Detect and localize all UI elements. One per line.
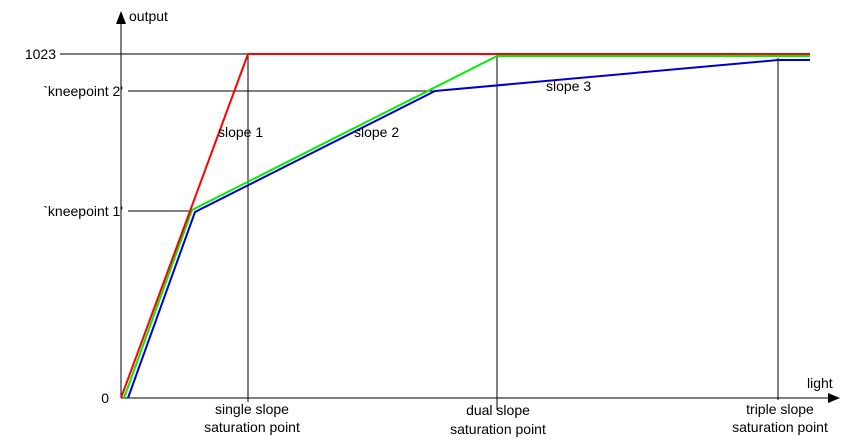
slope-3-label: slope 3 xyxy=(546,78,591,94)
guide-lines xyxy=(60,53,779,410)
dual-slope-curve xyxy=(123,55,810,399)
y-tick-1023: 1023 xyxy=(25,46,56,62)
slope-1-label: slope 1 xyxy=(218,124,263,140)
dual-slope-label-line1: dual slope xyxy=(466,402,530,418)
single-slope-label-line1: single slope xyxy=(215,401,289,417)
x-axis-label: light xyxy=(807,375,833,391)
single-slope-label-line2: saturation point xyxy=(204,419,300,435)
y-axis-arrow xyxy=(116,11,126,24)
y-tick-zero: 0 xyxy=(101,390,109,406)
y-tick-kneepoint-1: `kneepoint 1' xyxy=(43,203,123,219)
slope-2-label: slope 2 xyxy=(354,124,399,140)
dual-slope-label-line2: saturation point xyxy=(450,421,546,437)
triple-slope-label-line1: triple slope xyxy=(746,401,814,417)
triple-slope-label-line2: saturation point xyxy=(732,419,828,435)
axes xyxy=(120,22,830,399)
x-axis-arrow xyxy=(828,393,840,403)
triple-slope-curve xyxy=(127,59,810,399)
y-axis-label: output xyxy=(129,8,168,24)
single-slope-curve xyxy=(120,53,810,399)
y-tick-kneepoint-2: `kneepoint 2' xyxy=(43,83,123,99)
